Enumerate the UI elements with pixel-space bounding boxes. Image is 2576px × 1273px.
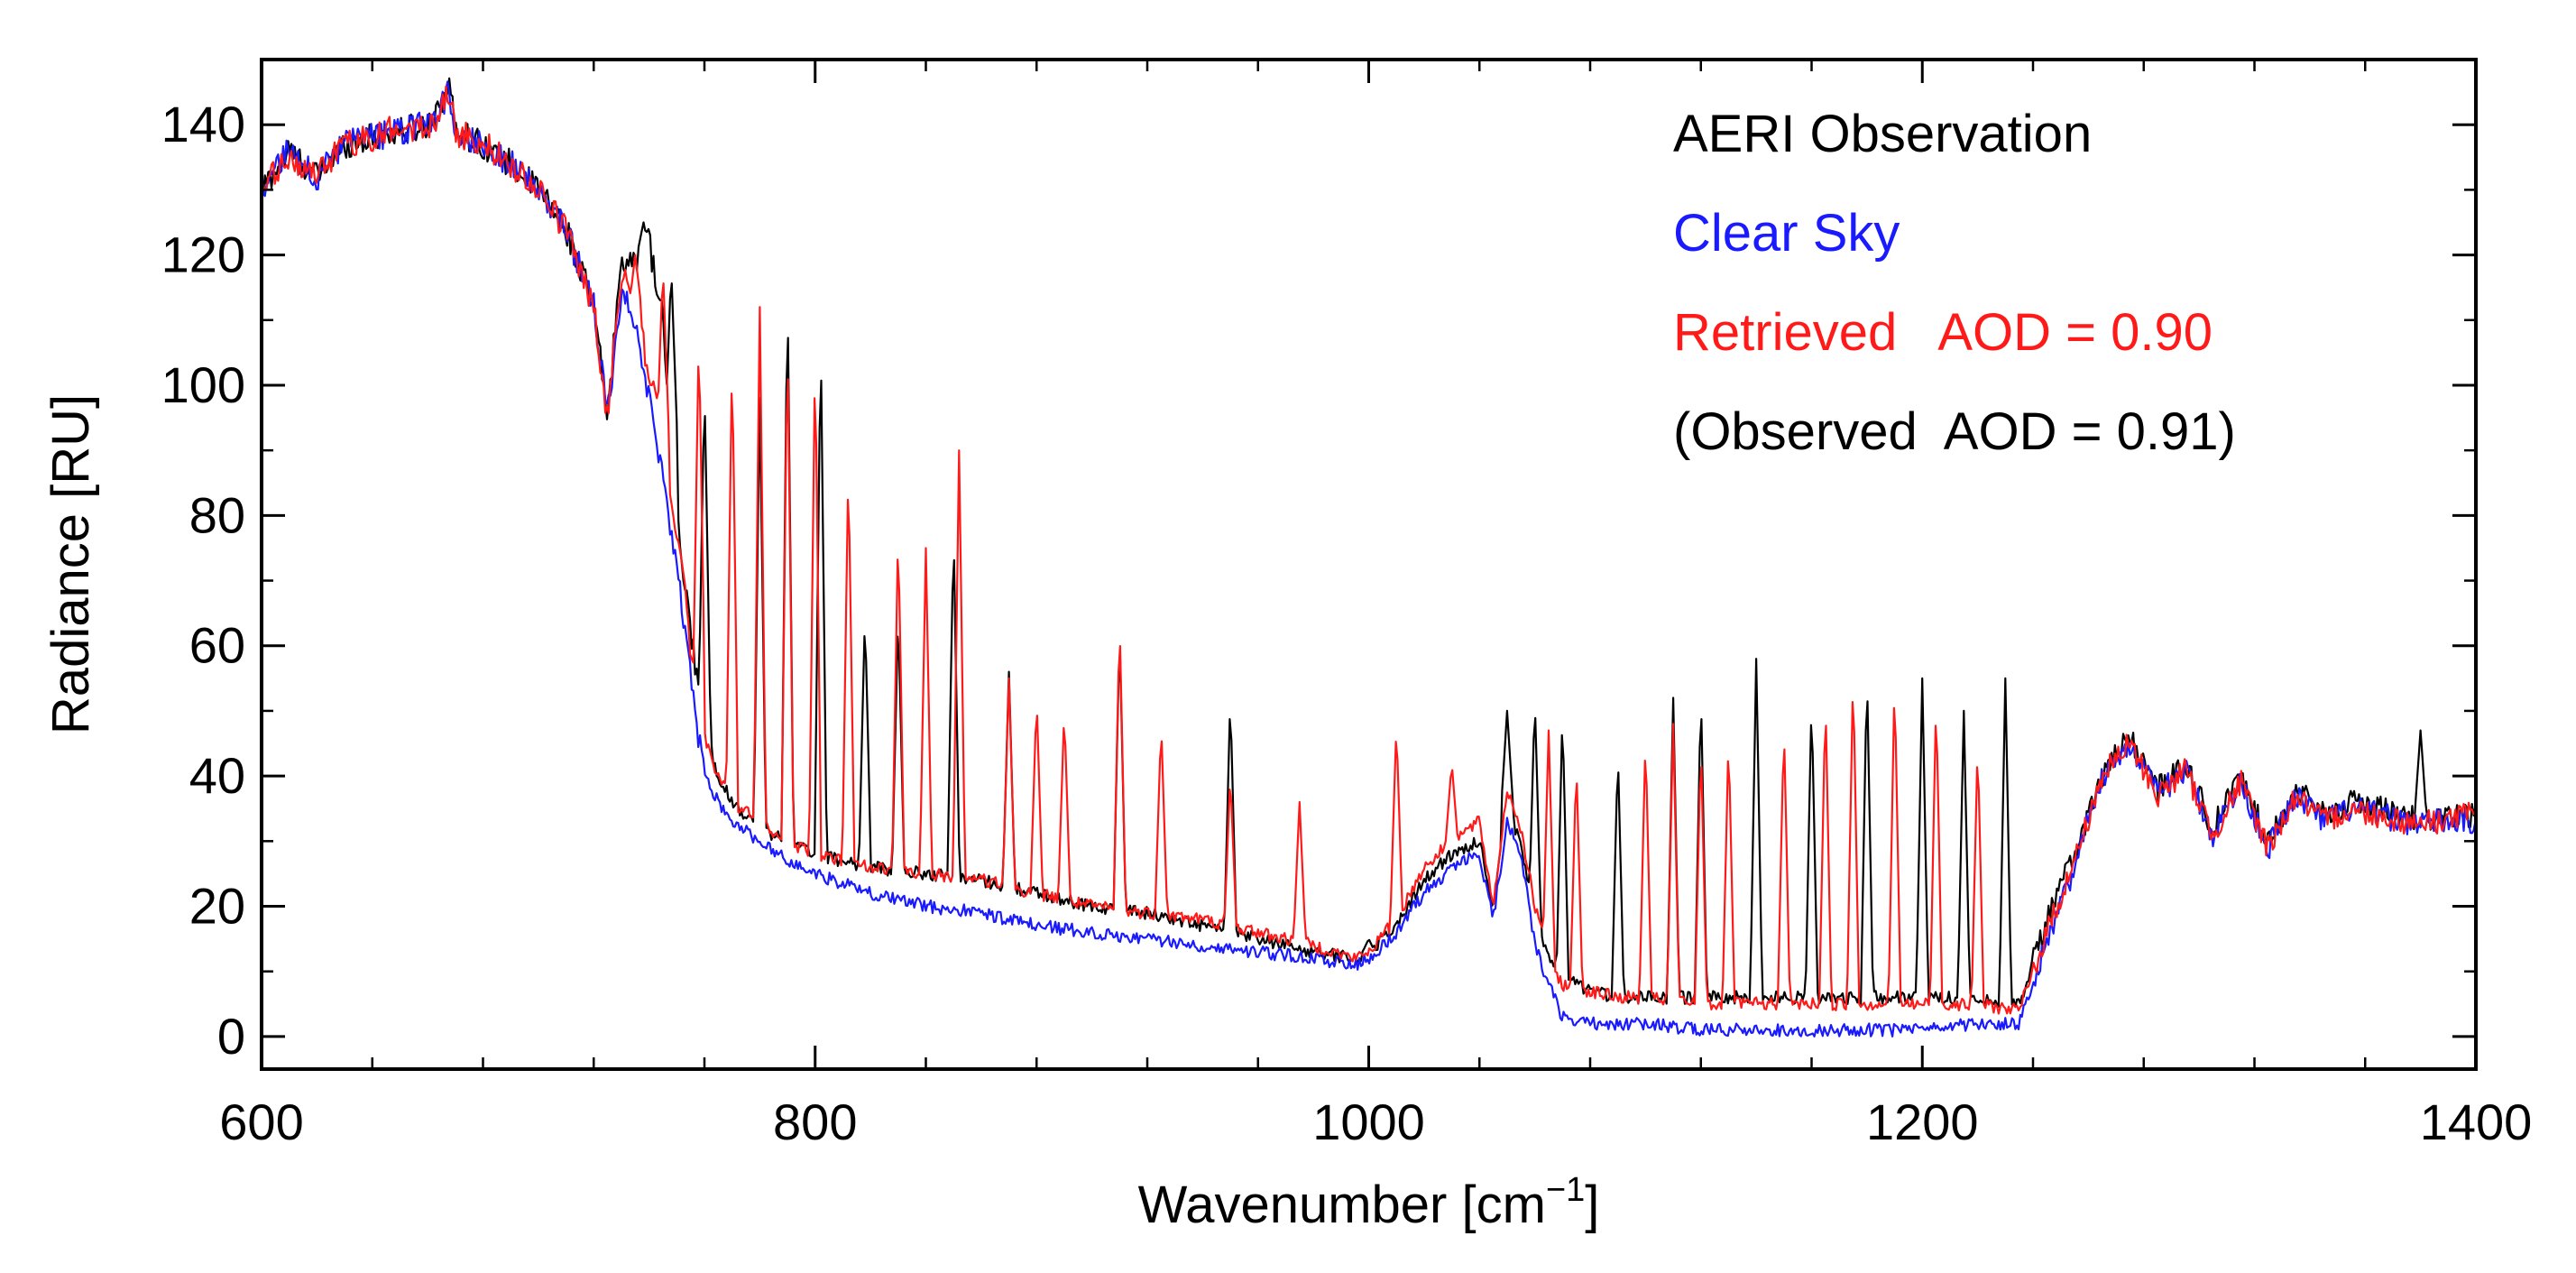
y-tick-label: 120 xyxy=(161,226,245,283)
x-tick-label: 1400 xyxy=(2420,1093,2533,1150)
x-axis-title: Wavenumber [cm−1] xyxy=(1138,1171,1600,1234)
y-tick-label: 140 xyxy=(161,96,245,152)
y-tick-label: 100 xyxy=(161,356,245,413)
series-layer xyxy=(260,77,2477,1038)
y-tick-label: 60 xyxy=(189,617,245,674)
x-axis-title-main: Wavenumber [cm xyxy=(1138,1176,1546,1234)
y-tick-label: 40 xyxy=(189,747,245,804)
legend-entry: Clear Sky xyxy=(1673,204,1900,263)
plot-frame xyxy=(260,58,2478,1071)
x-tick-label: 800 xyxy=(773,1093,857,1150)
series-line-aeri-observation xyxy=(260,77,2477,1009)
x-tick-label: 600 xyxy=(219,1093,303,1150)
y-axis-title: Radiance [RU] xyxy=(41,394,100,734)
y-tick-label: 20 xyxy=(189,878,245,935)
x-axis-title-superscript: −1 xyxy=(1546,1171,1585,1209)
legend-entry: AERI Observation xyxy=(1673,105,2092,163)
series-line-retrieved-aod-0-90 xyxy=(260,85,2476,1015)
x-axis-title-close: ] xyxy=(1585,1176,1599,1234)
tick-labels: 600 800 1000 1200 1400 0 20 40 60 80 100 120 140 xyxy=(161,96,2533,1150)
x-tick-label: 1000 xyxy=(1312,1093,1425,1150)
legend: AERI Observation Clear Sky Retrieved AOD =… xyxy=(1673,105,2236,461)
x-tick-label: 1200 xyxy=(1866,1093,1979,1150)
legend-entry: Retrieved AOD = 0.90 xyxy=(1673,303,2213,362)
series-line-clear-sky xyxy=(261,80,2477,1038)
y-tick-label: 0 xyxy=(217,1008,245,1065)
y-tick-label: 80 xyxy=(189,486,245,543)
legend-entry: (Observed AOD = 0.91) xyxy=(1673,402,2236,461)
